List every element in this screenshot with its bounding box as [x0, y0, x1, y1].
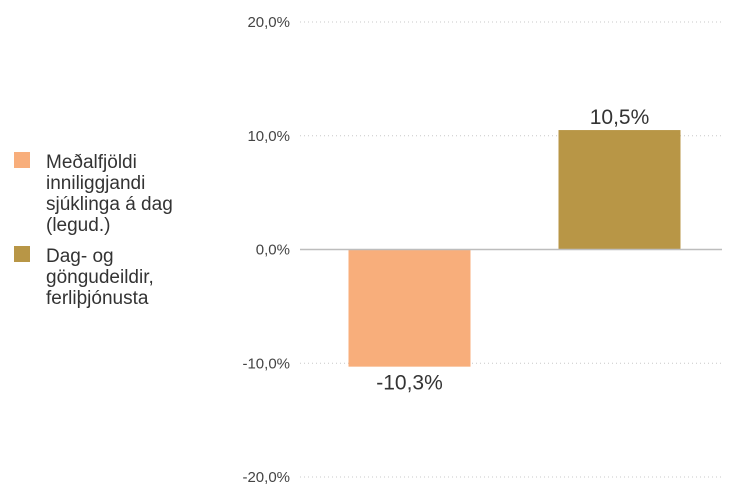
- legend-swatch: [14, 152, 30, 168]
- y-tick-label: 10,0%: [247, 128, 290, 145]
- y-tick-label: -10,0%: [242, 355, 290, 372]
- data-label: 10,5%: [590, 106, 650, 129]
- data-label: -10,3%: [376, 372, 443, 395]
- bars: [348, 130, 681, 367]
- bar: [348, 249, 471, 367]
- y-axis-ticks: 20,0% 10,0% 0,0% -10,0% -20,0%: [242, 14, 290, 486]
- y-tick-label: 20,0%: [247, 14, 290, 31]
- legend-label: Meðalfjöldi inniliggjandi sjúklinga á da…: [46, 152, 173, 236]
- y-tick-label: -20,0%: [242, 469, 290, 486]
- data-labels: -10,3% 10,5%: [376, 106, 649, 395]
- bar: [558, 130, 681, 250]
- legend-label: Dag- og göngudeildir, ferliþjónusta: [46, 246, 154, 309]
- legend-item-outpatients: Dag- og göngudeildir, ferliþjónusta: [14, 246, 204, 309]
- y-tick-label: 0,0%: [256, 242, 290, 259]
- legend-item-inpatients: Meðalfjöldi inniliggjandi sjúklinga á da…: [14, 152, 204, 236]
- legend-swatch: [14, 246, 30, 262]
- legend: Meðalfjöldi inniliggjandi sjúklinga á da…: [14, 152, 204, 319]
